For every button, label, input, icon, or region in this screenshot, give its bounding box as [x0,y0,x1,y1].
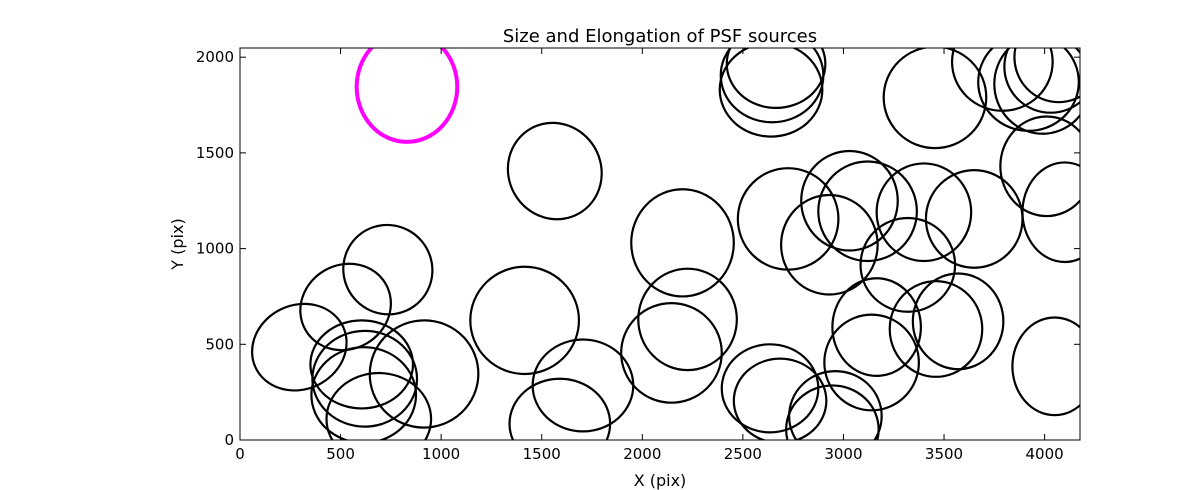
y-tick-label: 0 [224,431,234,449]
source-ellipse [875,162,973,263]
source-ellipse [823,313,920,412]
sources-layer [251,48,1080,440]
y-tick-label: 1500 [196,144,234,162]
y-axis-label: Y (pix) [168,218,187,270]
source-ellipse [1011,316,1080,417]
x-tick-label: 3000 [824,445,862,463]
x-tick-label: 1500 [523,445,561,463]
source-ellipse [999,115,1080,218]
chart-title: Size and Elongation of PSF sources [503,26,817,47]
source-ellipse [299,262,392,352]
source-ellipse [911,272,1005,371]
x-tick-label: 500 [326,445,355,463]
source-ellipse [368,319,480,429]
x-axis-label: X (pix) [634,471,687,490]
source-ellipse [342,223,434,316]
source-ellipse [888,280,984,378]
x-tick-label: 2500 [724,445,762,463]
source-ellipse [531,338,635,433]
source-ellipse [732,357,828,440]
source-ellipse [508,377,612,440]
source-ellipse [1013,48,1080,104]
source-ellipse [718,48,824,138]
source-ellipse [1021,161,1080,264]
source-ellipse [800,149,899,252]
x-axis-ticks: 0 500 1000 1500 2000 2500 3000 3500 4000 [235,48,1064,463]
source-ellipse [469,265,581,376]
source-ellipse [310,346,418,440]
source-ellipse [725,48,827,109]
source-ellipse [309,319,415,410]
source-ellipse [831,277,922,377]
source-ellipse [620,302,723,404]
x-tick-label: 3500 [925,445,963,463]
x-tick-label: 2000 [623,445,661,463]
source-ellipse [817,160,918,263]
y-tick-label: 2000 [196,48,234,66]
y-axis-ticks: 0 500 1000 1500 2000 [196,48,1080,449]
source-ellipse [251,302,348,392]
source-ellipse [637,267,738,372]
source-ellipse [993,48,1080,135]
source-ellipse [1003,48,1080,114]
source-ellipse [325,371,433,440]
x-tick-label: 4000 [1026,445,1064,463]
x-tick-label: 1000 [422,445,460,463]
source-ellipse [630,188,735,298]
source-ellipse [311,329,419,428]
highlighted-source-ellipse [354,48,460,144]
y-tick-label: 500 [205,335,234,353]
x-tick-label: 0 [235,445,245,463]
source-ellipse [779,193,879,296]
plot-frame [239,47,1081,441]
source-ellipse [882,48,988,150]
source-ellipse [506,121,603,221]
source-ellipse [924,169,1024,269]
y-tick-label: 1000 [196,240,234,258]
source-ellipse [785,384,880,440]
